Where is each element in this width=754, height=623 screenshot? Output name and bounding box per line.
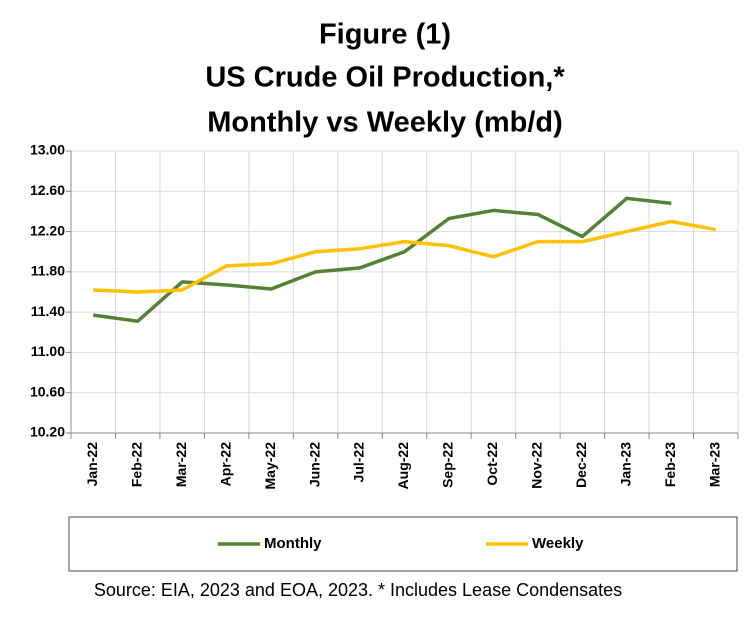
- y-tick-label: 10.20: [30, 424, 65, 440]
- x-tick-label: Oct-22: [484, 442, 500, 486]
- chart-title: Figure (1): [319, 19, 451, 51]
- chart-title: Monthly vs Weekly (mb/d): [207, 107, 563, 139]
- x-tick-label: Mar-22: [173, 442, 189, 487]
- x-tick-label: Jun-22: [306, 442, 322, 487]
- legend-label: Monthly: [264, 535, 322, 552]
- y-tick-label: 11.40: [31, 303, 65, 319]
- legend-label: Weekly: [532, 535, 584, 552]
- source-note: Source: EIA, 2023 and EOA, 2023. * Inclu…: [94, 580, 622, 600]
- x-tick-label: Dec-22: [573, 442, 589, 488]
- x-tick-label: Jan-22: [84, 442, 100, 487]
- x-tick-label: Aug-22: [395, 442, 411, 490]
- x-tick-label: Sep-22: [440, 442, 456, 488]
- y-tick-label: 11.00: [31, 343, 65, 359]
- x-tick-label: Jan-23: [618, 442, 634, 487]
- y-tick-label: 12.20: [30, 222, 65, 238]
- y-tick-label: 13.00: [30, 142, 65, 158]
- legend-box: [68, 516, 738, 572]
- x-tick-label: Feb-22: [128, 442, 144, 487]
- x-tick-label: Feb-23: [662, 442, 678, 487]
- series-line: [93, 219, 717, 294]
- chart-title: US Crude Oil Production,*: [205, 62, 565, 94]
- y-tick-label: 11.80: [31, 263, 65, 279]
- series-line: [92, 196, 672, 323]
- x-tick-label: Jul-22: [351, 442, 367, 483]
- y-tick-label: 12.60: [30, 182, 65, 198]
- x-tick-label: Apr-22: [217, 442, 233, 487]
- x-tick-label: Mar-23: [706, 442, 722, 487]
- x-tick-label: Nov-22: [529, 442, 545, 489]
- x-tick-label: May-22: [262, 442, 278, 490]
- y-tick-label: 10.60: [30, 383, 65, 399]
